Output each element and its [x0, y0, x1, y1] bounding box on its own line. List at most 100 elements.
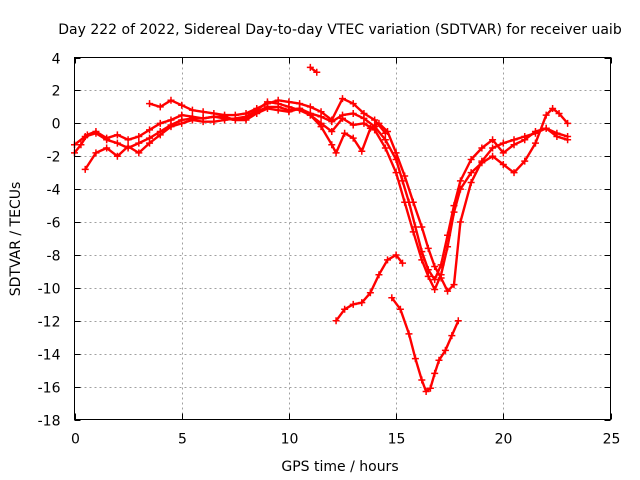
y-tick-label: 0: [52, 117, 61, 133]
data-point: [341, 305, 349, 313]
data-point: [381, 129, 389, 137]
data-point: [81, 165, 89, 173]
y-tick-label: -8: [47, 249, 61, 265]
data-point: [135, 149, 143, 157]
data-point: [332, 317, 340, 325]
data-point: [426, 384, 434, 392]
data-point: [103, 144, 111, 152]
grid-lines: [74, 57, 611, 420]
data-point: [77, 141, 85, 149]
data-point: [188, 106, 196, 114]
data-point: [210, 109, 218, 117]
data-point: [358, 299, 366, 307]
data-point: [306, 103, 314, 111]
data-point: [296, 100, 304, 108]
data-point: [381, 136, 389, 144]
data-point: [221, 111, 229, 119]
data-point: [409, 228, 417, 236]
data-point: [366, 124, 374, 132]
data-point: [317, 123, 325, 131]
data-point: [424, 244, 432, 252]
data-point: [156, 119, 164, 127]
data-point: [489, 152, 497, 160]
data-point: [81, 132, 89, 140]
data-point: [431, 286, 439, 294]
data-point: [384, 256, 392, 264]
data-point: [499, 149, 507, 157]
series-line: [334, 253, 404, 322]
series-line: [83, 100, 569, 291]
x-tick-label: 0: [71, 432, 80, 448]
data-point: [564, 136, 572, 144]
data-point: [431, 369, 439, 377]
data-point: [478, 157, 486, 165]
data-point: [274, 106, 282, 114]
y-tick-label: -4: [47, 183, 61, 199]
data-point: [392, 149, 400, 157]
data-point: [399, 259, 407, 267]
data-point: [199, 108, 207, 116]
data-point: [431, 276, 439, 284]
data-point: [467, 169, 475, 177]
data-point: [317, 108, 325, 116]
data-point: [555, 109, 563, 117]
data-point: [263, 100, 271, 108]
x-tick-label: 25: [603, 432, 621, 448]
data-point: [401, 198, 409, 206]
x-axis-label: GPS time / hours: [281, 459, 398, 475]
data-point: [478, 144, 486, 152]
data-point: [339, 114, 346, 122]
data-point: [381, 144, 389, 152]
data-point: [360, 109, 368, 117]
data-point: [156, 103, 164, 111]
data-point: [399, 177, 407, 185]
series-track-d: [146, 95, 389, 137]
data-point: [135, 139, 143, 147]
data-point: [375, 271, 383, 279]
data-point: [450, 208, 458, 216]
data-point: [418, 256, 426, 264]
data-point: [437, 274, 445, 282]
y-tick-label: -6: [47, 216, 61, 232]
data-point: [124, 144, 132, 152]
data-point: [167, 121, 175, 129]
data-point: [424, 272, 432, 280]
data-point: [113, 131, 121, 139]
data-point: [306, 63, 314, 71]
data-point: [188, 114, 196, 122]
data-point: [253, 105, 261, 113]
data-point: [396, 305, 404, 313]
data-point: [422, 388, 430, 396]
data-point: [360, 119, 368, 127]
data-point: [146, 134, 154, 142]
data-point: [454, 317, 462, 325]
data-point: [549, 105, 557, 113]
axis-ticks: [74, 57, 612, 421]
data-point: [349, 100, 357, 108]
data-point: [542, 124, 550, 132]
data-point: [135, 132, 143, 140]
data-point: [401, 172, 409, 180]
data-point: [418, 376, 426, 384]
series-line: [390, 296, 460, 393]
data-point: [444, 287, 452, 295]
data-point: [371, 116, 379, 124]
data-point: [542, 111, 550, 119]
data-point: [456, 177, 464, 185]
y-tick-label: -14: [38, 348, 61, 364]
data-point: [467, 156, 475, 164]
data-point: [489, 136, 497, 144]
data-point: [103, 136, 111, 144]
data-point: [231, 111, 239, 119]
data-point: [349, 134, 357, 142]
tick-labels: 0 5 10 15 20 25 -18 -16 -14 -12 -10 -8 -6 -4 -2 0 2 4: [38, 52, 621, 448]
data-point: [450, 281, 458, 289]
data-point: [510, 136, 518, 144]
data-point: [521, 132, 529, 140]
data-point: [499, 139, 507, 147]
y-tick-label: -12: [38, 315, 61, 331]
data-point: [178, 101, 186, 109]
data-point: [92, 149, 100, 157]
data-point: [306, 111, 314, 119]
